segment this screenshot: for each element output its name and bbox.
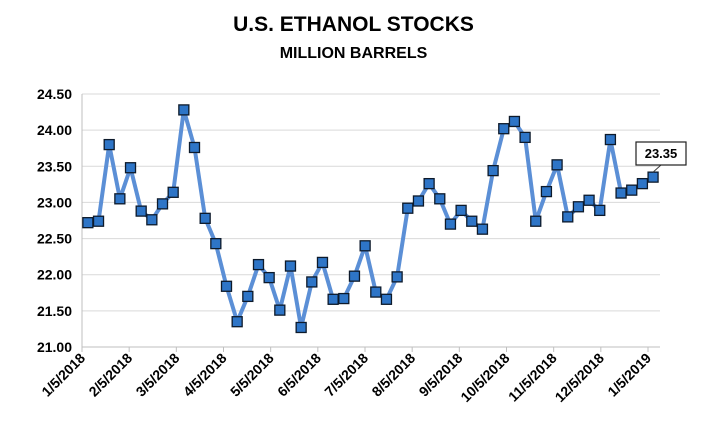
data-point	[327, 293, 339, 305]
data-point	[359, 240, 371, 252]
y-tick-label: 21.00	[37, 339, 72, 355]
data-point	[540, 185, 553, 198]
x-tick-label: 11/5/2018	[505, 350, 560, 405]
data-point	[551, 159, 563, 171]
data-point	[530, 215, 542, 227]
x-tick-label: 4/5/2018	[180, 350, 230, 400]
y-tick-label: 22.00	[37, 267, 72, 283]
data-point	[594, 204, 606, 217]
x-tick-label: 10/5/2018	[457, 350, 513, 406]
data-point	[295, 321, 307, 334]
data-point	[316, 256, 329, 269]
data-point	[82, 217, 94, 229]
series-line	[87, 107, 655, 330]
data-point	[380, 293, 393, 305]
data-point	[487, 164, 499, 177]
callout-box	[635, 141, 687, 166]
x-tick-label: 2/5/2018	[85, 350, 135, 400]
callout-leader	[652, 164, 662, 173]
data-point	[402, 202, 414, 214]
data-point	[231, 316, 243, 328]
data-point	[210, 237, 222, 250]
data-point	[455, 204, 467, 217]
data-point	[178, 104, 190, 116]
data-point	[498, 123, 510, 135]
x-tick-label: 1/5/2019	[604, 350, 654, 400]
data-point	[466, 215, 478, 227]
x-tick-label: 12/5/2018	[552, 350, 608, 406]
data-point	[626, 184, 638, 196]
data-point	[263, 271, 275, 284]
data-point	[348, 270, 361, 282]
data-point	[423, 177, 435, 190]
y-tick-label: 21.50	[37, 303, 72, 319]
data-point	[252, 258, 265, 271]
data-point	[306, 276, 318, 288]
x-tick-label: 7/5/2018	[321, 350, 371, 400]
data-point	[114, 193, 126, 205]
data-point	[476, 223, 489, 235]
data-point	[156, 198, 169, 210]
x-tick-label: 6/5/2018	[274, 350, 324, 400]
y-tick-label: 24.00	[37, 122, 72, 138]
data-point	[284, 260, 297, 272]
data-point	[103, 138, 115, 151]
data-point	[199, 212, 211, 224]
y-tick-label: 23.50	[37, 158, 72, 174]
data-point	[615, 187, 627, 199]
y-tick-label: 23.00	[37, 194, 72, 210]
data-point	[135, 205, 147, 217]
y-tick-label: 24.50	[37, 86, 72, 102]
data-point	[572, 201, 585, 213]
data-point	[636, 177, 649, 190]
data-point	[519, 131, 531, 144]
y-tick-label: 22.50	[37, 231, 72, 247]
chart-subtitle: MILLION BARRELS	[279, 45, 428, 62]
data-point	[274, 304, 286, 316]
data-point	[562, 211, 574, 223]
data-point	[508, 115, 521, 128]
data-point	[604, 133, 617, 146]
data-point	[92, 215, 105, 227]
data-point	[220, 280, 233, 292]
x-tick-label: 3/5/2018	[133, 350, 183, 400]
chart-title: U.S. ETHANOL STOCKS	[233, 13, 474, 36]
data-point	[647, 171, 659, 183]
data-point	[124, 162, 137, 174]
x-tick-label: 1/5/2018	[38, 350, 88, 400]
data-point	[583, 194, 595, 206]
data-point	[412, 195, 425, 207]
x-tick-label: 8/5/2018	[368, 350, 418, 400]
data-point	[338, 292, 350, 305]
data-point	[370, 286, 382, 298]
callout-label: 23.35	[645, 146, 678, 161]
data-point	[434, 193, 446, 205]
data-point	[146, 214, 158, 226]
data-point	[188, 141, 201, 154]
data-point	[242, 290, 254, 303]
data-point	[444, 218, 457, 230]
x-tick-label: 5/5/2018	[227, 350, 277, 400]
data-point	[167, 186, 179, 198]
data-point	[391, 271, 403, 283]
